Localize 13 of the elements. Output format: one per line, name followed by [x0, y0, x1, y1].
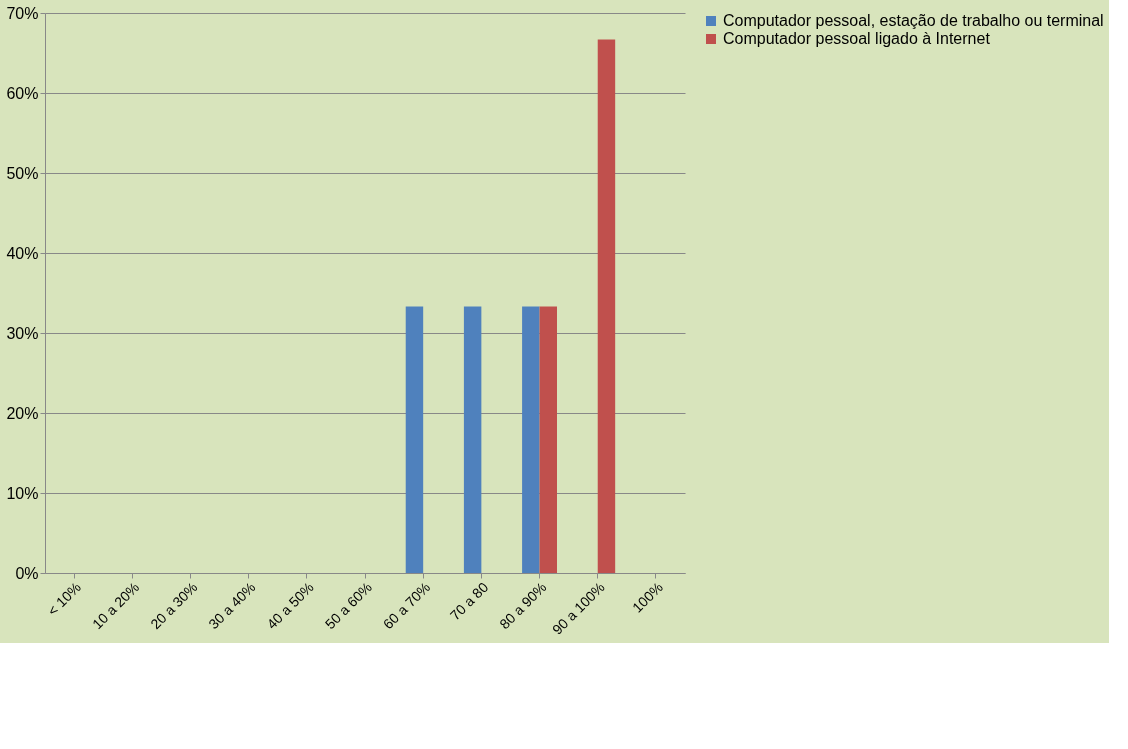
x-tick-label: 60 a 70% — [379, 579, 434, 633]
x-tick-label: 70 a 80 — [446, 578, 492, 624]
y-tick-label: 70% — [6, 4, 39, 22]
y-tick-label: 60% — [6, 84, 39, 102]
legend-label: Computador pessoal ligado à Internet — [723, 30, 991, 47]
y-tick-label: 40% — [6, 244, 39, 262]
y-tick-label: 20% — [6, 404, 39, 422]
y-tick-label: 50% — [6, 164, 39, 182]
x-tick-label: 30 a 40% — [205, 579, 259, 633]
y-tick-label: 10% — [6, 484, 39, 502]
y-tick-label: 30% — [6, 324, 39, 342]
legend-label: Computador pessoal, estação de trabalho ou terminal — [723, 12, 1104, 29]
y-tick-label: 0% — [15, 564, 39, 582]
